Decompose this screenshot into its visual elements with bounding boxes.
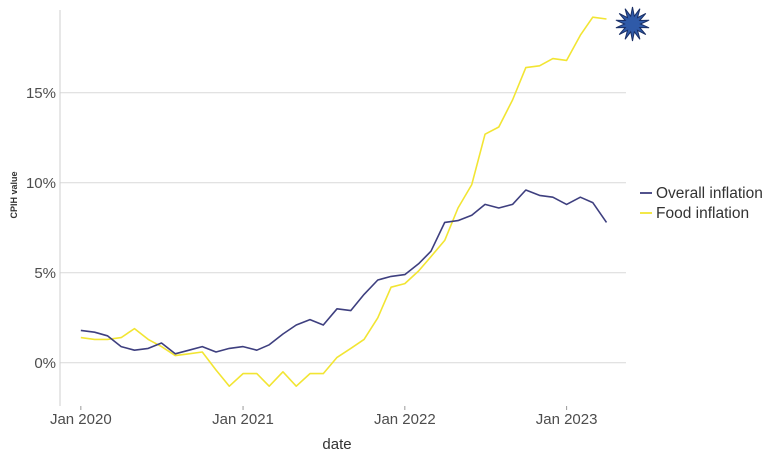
legend-label: Overall inflation [656, 185, 763, 202]
series-line-food-inflation [80, 16, 607, 388]
series-lines [80, 16, 608, 388]
y-axis-title: CPIH value [9, 171, 19, 218]
y-tick-label: 5% [34, 265, 56, 282]
x-tick-label: Jan 2020 [50, 411, 112, 428]
marker-layer [615, 6, 650, 42]
legend: Overall inflation Food inflation [640, 185, 763, 222]
y-tick-labels: 0% 5% 10% 15% [26, 85, 56, 372]
x-axis-title: date [322, 436, 351, 453]
starburst-icon [615, 6, 650, 42]
x-tick-label: Jan 2022 [374, 411, 436, 428]
x-tick-label: Jan 2021 [212, 411, 274, 428]
x-tick-label: Jan 2023 [536, 411, 598, 428]
y-tick-label: 10% [26, 175, 56, 192]
y-tick-label: 15% [26, 85, 56, 102]
series-line-overall-inflation [80, 189, 608, 355]
gridlines [60, 92, 626, 364]
legend-label: Food inflation [656, 205, 749, 222]
x-tick-labels: Jan 2020 Jan 2021 Jan 2022 Jan 2023 [50, 406, 598, 428]
y-tick-label: 0% [34, 355, 56, 372]
